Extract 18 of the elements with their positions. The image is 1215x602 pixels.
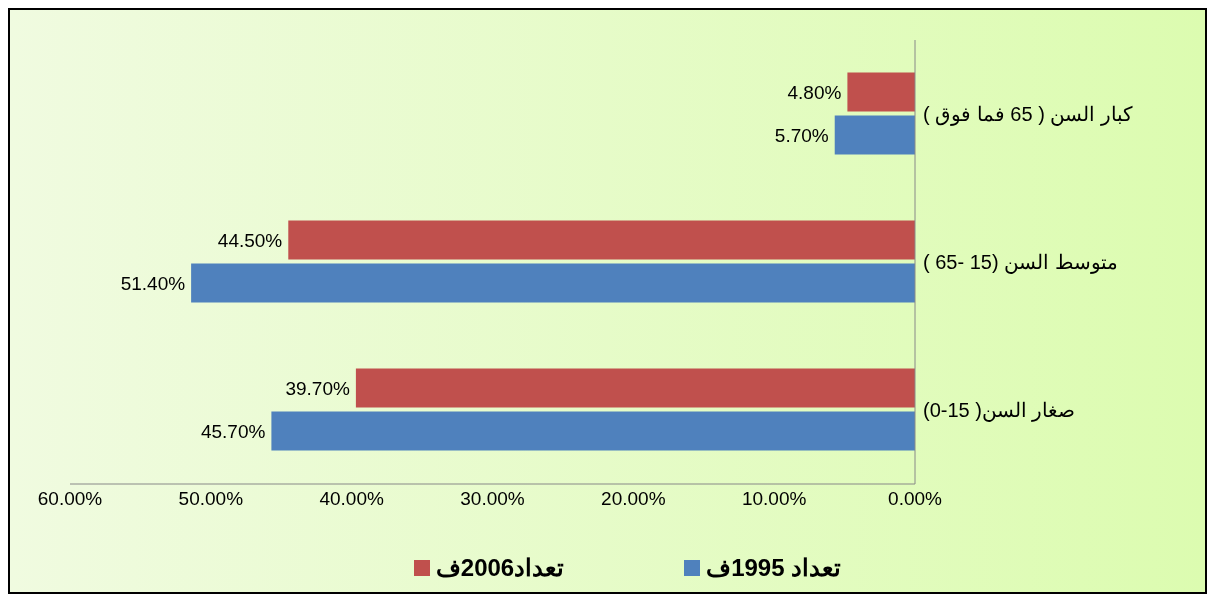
data-label: 4.80%	[787, 81, 842, 103]
x-tick-label: 60.00%	[37, 488, 103, 510]
x-tick-label: 50.00%	[178, 488, 244, 510]
data-label: 44.50%	[217, 229, 283, 251]
data-label: 5.70%	[774, 124, 829, 146]
y-tick-label: متوسط السن (15 -65 )	[923, 251, 1118, 275]
x-tick-label: 0.00%	[888, 488, 943, 510]
x-tick-label: 40.00%	[319, 488, 384, 510]
data-label: 45.70%	[200, 420, 266, 442]
data-label: 39.70%	[285, 377, 350, 399]
y-tick-label: صغار السن( 15-0)	[923, 399, 1076, 423]
y-tick-label: كبار السن ( 65 فما فوق )	[923, 103, 1133, 127]
x-tick-label: 20.00%	[601, 488, 666, 510]
legend-label: تعداد2006ف	[435, 554, 565, 582]
x-tick-label: 30.00%	[460, 488, 525, 510]
legend-label: تعداد 1995ف	[706, 554, 842, 582]
x-tick-label: 10.00%	[741, 488, 807, 510]
data-label: 51.40%	[120, 272, 186, 294]
